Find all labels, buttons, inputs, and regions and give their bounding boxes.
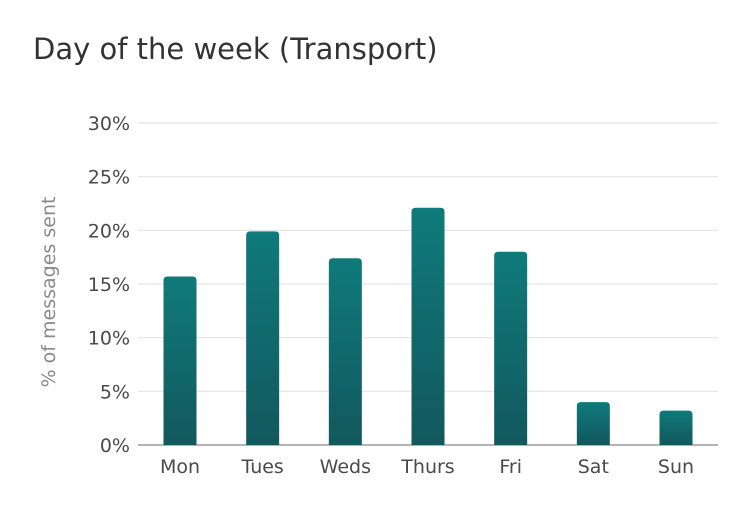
y-tick-label: 0% [100, 435, 130, 457]
y-tick-label: 30% [88, 113, 130, 135]
x-tick-label: Tues [240, 456, 283, 478]
bar-sat [576, 402, 610, 445]
bar-tues [246, 231, 280, 445]
y-tick-label: 15% [88, 274, 130, 296]
x-tick-label: Sun [658, 456, 694, 478]
bar-mon [163, 276, 197, 445]
y-tick-label: 5% [100, 381, 130, 403]
bar-sun [659, 410, 693, 445]
y-axis-title: % of messages sent [38, 197, 60, 388]
x-tick-label: Thurs [400, 456, 454, 478]
y-tick-label: 20% [88, 220, 130, 242]
bar-weds [328, 258, 362, 445]
x-axis-tick-labels: Mon Tues Weds Thurs Fri Sat Sun [160, 456, 694, 478]
bar-fri [494, 251, 528, 445]
bar-thurs [411, 207, 445, 445]
x-tick-label: Mon [160, 456, 200, 478]
y-tick-label: 25% [88, 167, 130, 189]
x-tick-label: Sat [578, 456, 609, 478]
chart-title: Day of the week (Transport) [33, 32, 438, 66]
x-tick-label: Fri [499, 456, 522, 478]
bars [163, 207, 693, 445]
y-axis-tick-labels: 0% 5% 10% 15% 20% 25% 30% [88, 113, 130, 457]
y-tick-label: 10% [88, 328, 130, 350]
x-tick-label: Weds [320, 456, 371, 478]
